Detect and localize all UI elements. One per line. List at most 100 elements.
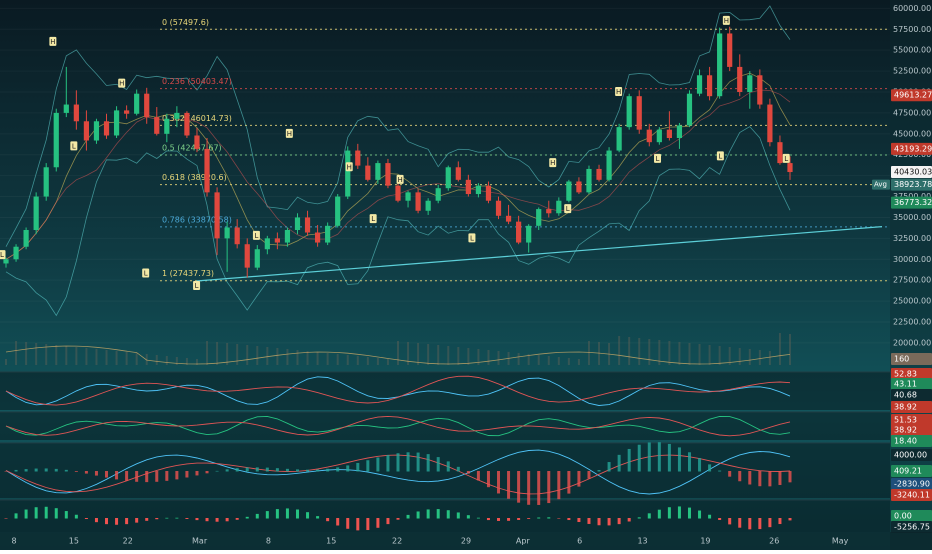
pivot-label-text: L (566, 205, 570, 213)
band-lower-line (5, 126, 791, 317)
macd-histogram-bar (607, 462, 611, 472)
histogram-bar (175, 517, 179, 519)
macd-histogram-bar (44, 468, 48, 472)
pivot-label-box (615, 87, 623, 96)
macd-histogram-bar (617, 454, 621, 472)
histogram-bar (657, 509, 661, 519)
volume-bar (346, 355, 349, 365)
histogram-bar (527, 518, 531, 519)
oscillator-2-line-a (5, 415, 791, 437)
fib-level-label: 1 (27437.73) (162, 269, 214, 278)
indicator-value-label: 18.40 (894, 437, 917, 446)
pivot-label-box (468, 233, 476, 243)
volume-bar (789, 334, 791, 365)
volume-bar (477, 349, 480, 365)
macd-histogram-bar (215, 470, 219, 472)
volume-bar (366, 357, 369, 365)
pivot-label-text: H (550, 159, 555, 167)
indicator-value-label: 409.21 (894, 467, 922, 476)
candle-body (134, 93, 140, 114)
volume-bar (155, 355, 158, 365)
candle-body (274, 238, 280, 243)
macd-histogram-bar (346, 465, 350, 472)
time-axis-tick-label: 29 (461, 537, 471, 546)
volume-bar (256, 346, 259, 365)
candle-body (375, 163, 381, 180)
candle-body (325, 225, 331, 243)
histogram-bar (748, 518, 752, 530)
candle-body (345, 150, 351, 197)
macd-histogram-bar (316, 469, 320, 472)
volume-bar (778, 333, 781, 365)
oscillator-2-line-b (5, 415, 791, 437)
pivot-label-box (564, 204, 572, 214)
candle-body (304, 217, 311, 233)
histogram-bar (94, 518, 98, 523)
histogram-bar (667, 507, 671, 519)
candle-body (93, 121, 100, 141)
indicator-value-badge (891, 465, 932, 477)
histogram-bar (4, 518, 8, 519)
time-axis-tick-label: 26 (769, 537, 779, 546)
pivot-label-text: H (616, 88, 621, 96)
macd-histogram-bar (64, 469, 68, 472)
volume-bar (758, 350, 761, 365)
histogram-bar (285, 508, 289, 519)
histogram-bar (306, 512, 310, 519)
indicator-value-label: 0.00 (894, 512, 912, 521)
histogram-bar (185, 518, 189, 519)
histogram-bar (326, 518, 330, 522)
pivot-label-text: H (287, 130, 292, 138)
histogram-bar (386, 518, 390, 525)
pivot-label-box (142, 268, 150, 278)
macd-histogram-bar (547, 471, 551, 504)
pivot-label-text: H (397, 176, 402, 184)
histogram-bar (446, 510, 450, 519)
price-axis-tick-label: 25000.00 (893, 297, 931, 306)
macd-histogram-bar (657, 442, 661, 472)
candle-body (83, 121, 90, 141)
indicator-value-badge (891, 353, 932, 365)
macd-histogram-bar (426, 454, 430, 472)
histogram-bar (436, 509, 440, 519)
pivot-label-box (193, 281, 201, 291)
volume-bar (618, 336, 621, 365)
price-badge-label: 36773.32 (894, 198, 932, 207)
volume-bar (648, 339, 651, 365)
macd-histogram-bar (74, 471, 78, 472)
candle-body (435, 188, 441, 201)
histogram-bar (346, 518, 350, 529)
histogram-bar (698, 510, 702, 519)
price-badge-label: 40430.03 (894, 168, 932, 177)
candle-body (546, 209, 552, 214)
candle-body (214, 192, 220, 239)
candle-body (696, 75, 703, 94)
volume-bar (407, 342, 410, 365)
volume-bar (386, 359, 389, 365)
avg-tag (872, 179, 890, 190)
pivot-label-text: H (724, 17, 729, 25)
price-axis-tick-label: 47500.00 (893, 108, 931, 117)
macd-histogram-bar (4, 471, 8, 472)
macd-histogram-bar (336, 467, 340, 472)
histogram-bar (336, 518, 340, 526)
pivot-label-box (345, 162, 353, 172)
volume-bar (728, 347, 731, 365)
candle-body (164, 118, 170, 134)
histogram-bar (255, 513, 259, 519)
candle-body (425, 200, 431, 211)
macd-histogram-bar (728, 471, 732, 477)
histogram-bar (426, 509, 430, 519)
volume-bar (527, 354, 530, 365)
candle-body (13, 246, 19, 260)
pivot-label-box (782, 153, 790, 163)
macd-histogram-bar (698, 458, 702, 472)
histogram-bar (486, 518, 490, 521)
time-axis-bg (0, 532, 932, 550)
candle-body (717, 33, 723, 97)
histogram-bar (295, 509, 299, 519)
pivot-label-text: L (656, 155, 660, 163)
indicator-value-badge (891, 389, 932, 401)
fib-level-label: 0.618 (38920.6) (162, 173, 227, 182)
